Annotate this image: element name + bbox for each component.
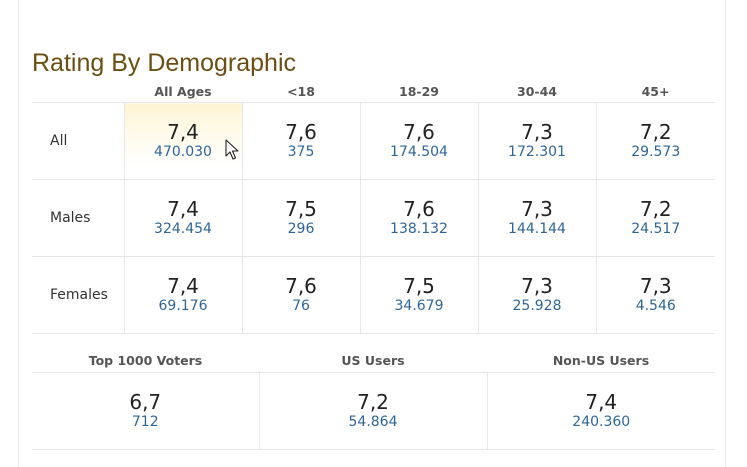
- rating-value: 6,7: [129, 390, 162, 414]
- table-row: Females 7,4 69.176 7,6 76 7,5 34.679 7,3…: [32, 256, 715, 334]
- rating-value: 7,2: [357, 390, 389, 414]
- rating-cell[interactable]: 7,2 54.864: [258, 372, 487, 450]
- vote-count-link[interactable]: 712: [131, 414, 159, 430]
- rating-cell[interactable]: 7,3 25.928: [477, 256, 596, 334]
- vote-count-link[interactable]: 144.144: [508, 221, 566, 237]
- rating-cell[interactable]: 7,3 4.546: [595, 256, 715, 334]
- table-row: 6,7 712 7,2 54.864 7,4 240.360: [32, 372, 715, 450]
- vote-count-link[interactable]: 76: [292, 298, 310, 314]
- rating-value: 7,4: [167, 274, 199, 298]
- vote-count-link[interactable]: 34.679: [394, 298, 444, 314]
- vote-count-link[interactable]: 174.504: [390, 144, 448, 160]
- rating-cell[interactable]: 7,4 240.360: [486, 372, 715, 450]
- table-row: Males 7,4 324.454 7,5 296 7,6 138.132 7,…: [32, 179, 715, 257]
- rating-value: 7,3: [521, 197, 553, 221]
- column-header: 45+: [596, 80, 715, 103]
- table-header-row: All Ages <18 18-29 30-44 45+: [32, 80, 715, 103]
- demographic-ratings-table: All Ages <18 18-29 30-44 45+ All 7,4 470…: [32, 80, 715, 334]
- rating-value: 7,6: [403, 197, 435, 221]
- column-header: Top 1000 Voters: [32, 348, 259, 373]
- rating-value: 7,3: [521, 274, 553, 298]
- rating-cell[interactable]: 6,7 712: [32, 372, 259, 450]
- rating-cell[interactable]: 7,6 375: [241, 102, 360, 180]
- rating-cell[interactable]: 7,4 69.176: [123, 256, 242, 334]
- column-header: 30-44: [478, 80, 596, 103]
- rating-cell[interactable]: 7,4 470.030: [123, 102, 242, 180]
- column-header: All Ages: [124, 80, 242, 103]
- rating-cell[interactable]: 7,6 138.132: [359, 179, 478, 257]
- rating-cell[interactable]: 7,2 29.573: [595, 102, 715, 180]
- rating-value: 7,2: [639, 197, 672, 221]
- rating-cell[interactable]: 7,6 174.504: [359, 102, 478, 180]
- rating-value: 7,6: [285, 120, 317, 144]
- voter-group-ratings-table: Top 1000 Voters US Users Non-US Users 6,…: [32, 348, 715, 450]
- vote-count-link[interactable]: 324.454: [154, 221, 212, 237]
- vote-count-link[interactable]: 138.132: [390, 221, 448, 237]
- page-title: Rating By Demographic: [32, 48, 297, 77]
- rating-value: 7,3: [639, 274, 672, 298]
- column-header: Non-US Users: [487, 348, 715, 373]
- mouse-pointer-icon: [225, 139, 239, 160]
- rating-cell[interactable]: 7,3 144.144: [477, 179, 596, 257]
- rating-cell[interactable]: 7,2 24.517: [595, 179, 715, 257]
- column-header: 18-29: [360, 80, 478, 103]
- vote-count-link[interactable]: 54.864: [348, 414, 398, 430]
- vote-count-link[interactable]: 296: [287, 221, 315, 237]
- rating-value: 7,2: [639, 120, 672, 144]
- table-header-row: Top 1000 Voters US Users Non-US Users: [32, 348, 715, 373]
- vote-count-link[interactable]: 375: [287, 144, 315, 160]
- column-header: <18: [242, 80, 360, 103]
- rating-cell[interactable]: 7,5 34.679: [359, 256, 478, 334]
- row-label: Females: [32, 256, 124, 334]
- rating-cell[interactable]: 7,4 324.454: [123, 179, 242, 257]
- rating-value: 7,5: [285, 197, 317, 221]
- rating-value: 7,4: [167, 120, 199, 144]
- row-label: All: [32, 102, 124, 180]
- rating-value: 7,5: [403, 274, 435, 298]
- rating-value: 7,4: [585, 390, 618, 414]
- vote-count-link[interactable]: 240.360: [572, 414, 631, 430]
- rating-value: 7,6: [403, 120, 435, 144]
- rating-cell[interactable]: 7,3 172.301: [477, 102, 596, 180]
- rating-cell[interactable]: 7,6 76: [241, 256, 360, 334]
- vote-count-link[interactable]: 470.030: [154, 144, 212, 160]
- vote-count-link[interactable]: 69.176: [158, 298, 208, 314]
- vote-count-link[interactable]: 172.301: [508, 144, 566, 160]
- vote-count-link[interactable]: 24.517: [631, 221, 681, 237]
- rating-value: 7,6: [285, 274, 317, 298]
- table-row: All 7,4 470.030 7,6 375 7,6 174.504 7,3 …: [32, 102, 715, 180]
- row-label: Males: [32, 179, 124, 257]
- vote-count-link[interactable]: 25.928: [512, 298, 562, 314]
- vote-count-link[interactable]: 4.546: [635, 298, 676, 314]
- rating-value: 7,3: [521, 120, 553, 144]
- column-header: US Users: [259, 348, 487, 373]
- rating-value: 7,4: [167, 197, 199, 221]
- vote-count-link[interactable]: 29.573: [631, 144, 681, 160]
- corner-header: [32, 80, 124, 103]
- rating-cell[interactable]: 7,5 296: [241, 179, 360, 257]
